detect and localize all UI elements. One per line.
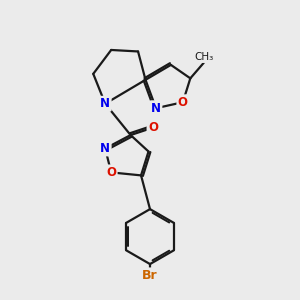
Text: CH₃: CH₃ — [195, 52, 214, 62]
Text: N: N — [100, 142, 110, 155]
Text: Br: Br — [142, 269, 158, 282]
Text: N: N — [100, 97, 110, 110]
Text: O: O — [178, 96, 188, 109]
Text: N: N — [151, 102, 161, 115]
Text: O: O — [148, 121, 158, 134]
Text: O: O — [106, 166, 116, 179]
